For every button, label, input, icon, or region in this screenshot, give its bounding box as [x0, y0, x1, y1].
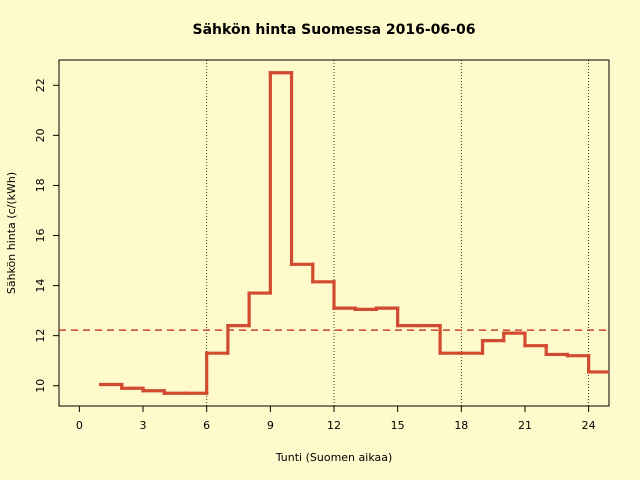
x-tick-label: 0 — [76, 419, 83, 432]
y-tick-label: 20 — [34, 128, 47, 142]
y-tick-label: 18 — [34, 178, 47, 192]
x-axis-label: Tunti (Suomen aikaa) — [275, 451, 393, 464]
x-tick-label: 24 — [582, 419, 596, 432]
x-tick-label: 9 — [267, 419, 274, 432]
y-tick-label: 12 — [34, 329, 47, 343]
x-tick-label: 12 — [327, 419, 341, 432]
y-tick-label: 10 — [34, 379, 47, 393]
x-tick-label: 18 — [454, 419, 468, 432]
y-tick-label: 22 — [34, 78, 47, 92]
x-tick-label: 6 — [203, 419, 210, 432]
x-tick-label: 21 — [518, 419, 532, 432]
y-axis-label: Sähkön hinta (c/(kWh) — [5, 172, 18, 294]
y-tick-label: 14 — [34, 279, 47, 293]
x-tick-label: 3 — [140, 419, 147, 432]
plot-area — [59, 60, 609, 406]
x-tick-label: 15 — [391, 419, 405, 432]
chart-title: Sähkön hinta Suomessa 2016-06-06 — [193, 22, 476, 38]
y-tick-label: 16 — [34, 229, 47, 243]
